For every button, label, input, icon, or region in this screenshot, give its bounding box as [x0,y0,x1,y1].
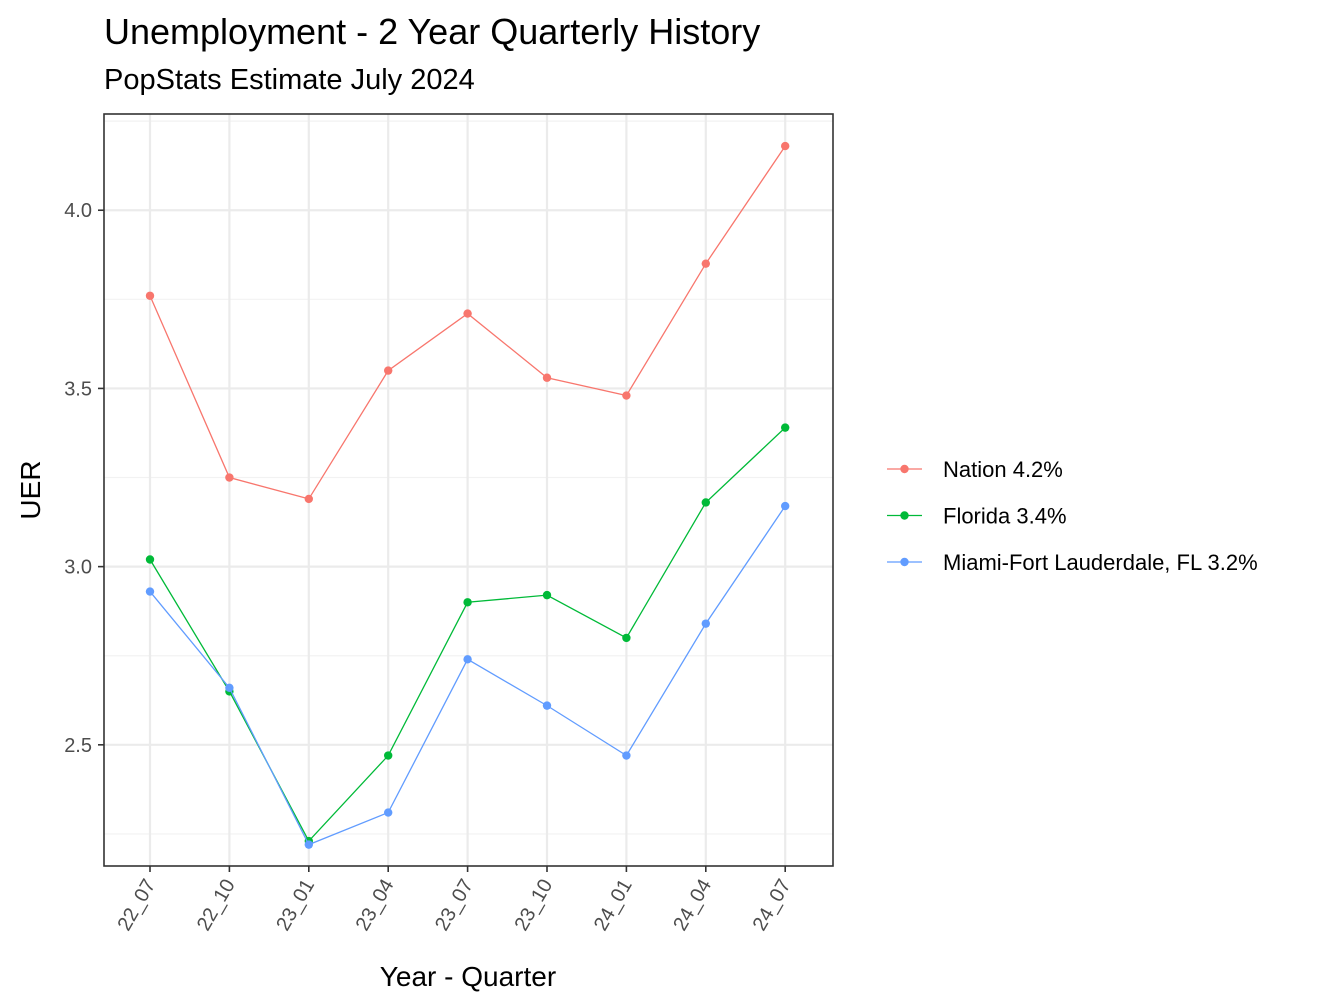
x-axis-title: Year - Quarter [380,961,556,992]
data-point [622,751,631,760]
data-point [384,808,393,817]
chart-subtitle: PopStats Estimate July 2024 [104,64,475,96]
y-tick-label: 3.5 [64,378,92,400]
legend-key-point [900,464,909,474]
data-point [225,683,234,693]
y-tick-label: 3.0 [64,557,92,579]
legend-item: Miami-Fort Lauderdale, FL 3.2% [887,550,1258,575]
data-point [622,633,631,643]
legend-item: Florida 3.4% [887,504,1067,529]
series-3 [145,501,790,849]
y-tick-label: 4.0 [64,200,92,222]
data-point [225,473,234,482]
plot-panel-border [103,113,834,867]
legend: Nation 4.2% Florida 3.4% Miami-Fort Lauder… [887,457,1258,575]
series-1 [145,141,790,504]
data-point [304,840,313,849]
data-point [463,655,472,664]
legend-label: Miami-Fort Lauderdale, FL 3.2% [943,550,1258,575]
data-point [701,498,710,507]
grid-layer [104,114,833,866]
data-point [781,141,790,151]
legend-label: Nation 4.2% [943,457,1063,482]
x-tick-label: 24_01 [590,876,637,935]
data-point [622,391,631,400]
data-point [463,309,472,318]
legend-label: Florida 3.4% [943,504,1067,529]
x-tick-label: 23_01 [272,876,319,935]
x-tick-label: 23_04 [352,876,399,935]
y-axis-title: UER [15,460,46,519]
x-tick-label: 22_10 [193,876,240,935]
x-tick-label: 22_07 [113,876,160,935]
x-tick-label: 23_10 [510,876,557,935]
data-point [384,366,393,375]
legend-key-point [900,557,909,567]
data-point [145,291,155,300]
data-point [145,587,155,596]
legend-item: Nation 4.2% [887,457,1063,482]
x-tick-label: 24_04 [669,876,716,935]
data-point [542,701,552,710]
chart-title: Unemployment - 2 Year Quarterly History [104,11,761,52]
data-point [542,590,552,600]
data-point [701,619,710,628]
series-layer [145,141,790,849]
data-point [781,423,790,432]
data-point [145,555,155,564]
y-tick-label: 2.5 [64,735,92,757]
data-point [542,373,552,382]
legend-key-point [900,511,909,520]
data-point [463,598,472,607]
data-point [781,501,790,511]
x-tick-label: 23_07 [431,876,478,935]
x-tick-label: 24_07 [749,876,796,935]
data-point [304,494,313,504]
data-point [384,751,393,760]
data-point [701,259,710,268]
